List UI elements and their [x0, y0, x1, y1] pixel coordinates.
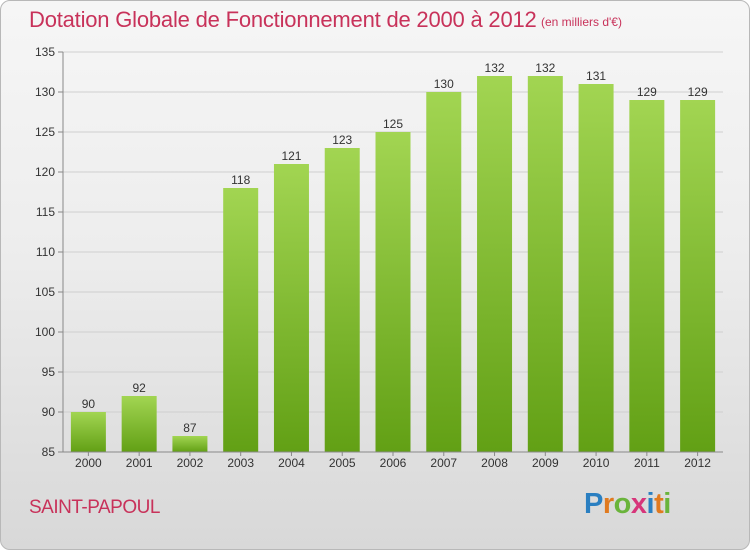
data-label: 87 — [183, 421, 197, 435]
x-tick-label: 2010 — [583, 456, 610, 470]
bar-2004 — [273, 164, 309, 452]
x-tick-label: 2009 — [532, 456, 559, 470]
logo-letter: o — [613, 488, 632, 520]
y-tick-label: 110 — [36, 245, 55, 259]
logo-letter: i — [646, 488, 655, 520]
x-tick-label: 2011 — [634, 456, 660, 470]
data-label: 123 — [332, 133, 352, 147]
y-tick-label: 105 — [35, 285, 55, 299]
logo-letter: x — [630, 488, 647, 520]
logo-letter: r — [602, 488, 614, 520]
y-tick-label: 130 — [35, 85, 55, 99]
labels: 85 90 95 100 105 110 115 120 125 130 135 90 2000 92 20… — [35, 45, 711, 470]
logo-letter: P — [584, 488, 603, 520]
bar-2012 — [680, 100, 716, 452]
bar-2009 — [527, 76, 563, 452]
bar-2006 — [375, 132, 411, 452]
y-tick-label: 85 — [42, 445, 56, 459]
x-tick-label: 2000 — [75, 456, 102, 470]
logo-letter: t — [654, 488, 664, 520]
bar-2011 — [629, 100, 665, 452]
data-label: 132 — [535, 61, 555, 75]
data-label: 92 — [132, 381, 146, 395]
data-label: 129 — [637, 85, 657, 99]
data-label: 130 — [434, 77, 454, 91]
bar-2001 — [121, 396, 157, 452]
bar-2010 — [578, 84, 614, 452]
x-tick-label: 2008 — [481, 456, 508, 470]
data-label: 121 — [281, 149, 301, 163]
data-label: 125 — [383, 117, 403, 131]
chart-unit: (en milliers d'€) — [541, 15, 622, 29]
data-label: 131 — [586, 69, 606, 83]
bar-2000 — [70, 412, 106, 452]
x-tick-label: 2006 — [380, 456, 407, 470]
data-label: 118 — [231, 173, 250, 187]
commune-name: SAINT-PAPOUL — [29, 497, 160, 518]
bar-2008 — [477, 76, 513, 452]
data-label: 132 — [485, 61, 505, 75]
logo-letter: i — [663, 488, 671, 520]
bar-2003 — [223, 188, 259, 452]
x-tick-label: 2001 — [126, 456, 153, 470]
y-tick-label: 125 — [35, 125, 55, 139]
x-tick-label: 2005 — [329, 456, 356, 470]
x-tick-label: 2007 — [430, 456, 457, 470]
x-tick-label: 2012 — [684, 456, 711, 470]
bars — [70, 76, 716, 452]
x-tick-label: 2004 — [278, 456, 305, 470]
data-label: 90 — [82, 397, 96, 411]
data-label: 129 — [688, 85, 708, 99]
y-tick-label: 100 — [35, 325, 55, 339]
bar-2005 — [324, 148, 360, 452]
y-tick-label: 90 — [42, 405, 56, 419]
y-tick-label: 115 — [36, 205, 55, 219]
bar-2007 — [426, 92, 462, 452]
bar-2002 — [172, 436, 208, 452]
y-tick-label: 135 — [35, 45, 55, 59]
proxiti-logo: Proxiti — [584, 488, 671, 521]
x-tick-label: 2002 — [177, 456, 204, 470]
y-tick-label: 95 — [42, 365, 56, 379]
y-tick-label: 120 — [35, 165, 55, 179]
chart-title: Dotation Globale de Fonctionnement de 20… — [29, 7, 537, 32]
x-tick-label: 2003 — [227, 456, 254, 470]
axes — [58, 51, 723, 456]
